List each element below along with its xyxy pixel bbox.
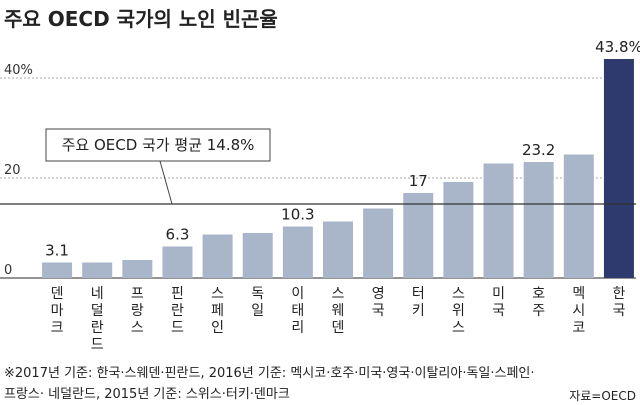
- bar: [82, 262, 113, 278]
- bar: [523, 162, 554, 278]
- footnote-line-1: ※2017년 기준: 한국·스웨덴·핀란드, 2016년 기준: 멕시코·호주·…: [4, 366, 535, 381]
- average-label: 주요 OECD 국가 평균 14.8%: [62, 136, 255, 154]
- bar: [603, 59, 634, 278]
- bars: [42, 59, 634, 278]
- bar: [242, 233, 273, 278]
- bar: [403, 193, 434, 278]
- source-note: 자료=OECD: [569, 389, 636, 403]
- category-labels: 덴 마 크 네 덜 란 드 프 랑 스 핀 란 드 스 페 인 독 일 이 태 리 스 웨 덴 영 국 터 키 스 위 스 미 국 호 주 멕 시 코 한 국: [51, 286, 626, 353]
- bar: [483, 163, 514, 278]
- data-label: 6.3: [166, 226, 190, 244]
- bar: [282, 226, 313, 278]
- bar: [363, 208, 394, 278]
- bar: [563, 154, 594, 278]
- chart-title: 주요 OECD 국가의 노인 빈곤율: [4, 7, 278, 31]
- data-label: 3.1: [45, 242, 69, 260]
- bar: [122, 260, 153, 278]
- data-label: 10.3: [281, 206, 314, 224]
- y-tick-label: 0: [4, 263, 12, 278]
- data-label: 17: [409, 172, 428, 190]
- average-pointer: [159, 160, 173, 205]
- bar: [162, 246, 193, 278]
- average-annotation: 주요 OECD 국가 평균 14.8%: [0, 128, 636, 205]
- data-labels: 3.1 6.3 10.3 17 23.2 43.8%: [45, 38, 640, 260]
- y-tick-label: 40%: [4, 63, 33, 78]
- data-label: 43.8%: [595, 38, 640, 56]
- y-tick-label: 20: [4, 163, 21, 178]
- average-box: [45, 128, 271, 162]
- bar: [202, 234, 233, 278]
- data-label: 23.2: [522, 141, 555, 159]
- bar: [443, 182, 474, 278]
- bar: [42, 262, 73, 278]
- footnote-line-2: 프랑스· 네덜란드, 2015년 기준: 스위스·터키·덴마크: [4, 387, 290, 402]
- bar: [323, 221, 353, 278]
